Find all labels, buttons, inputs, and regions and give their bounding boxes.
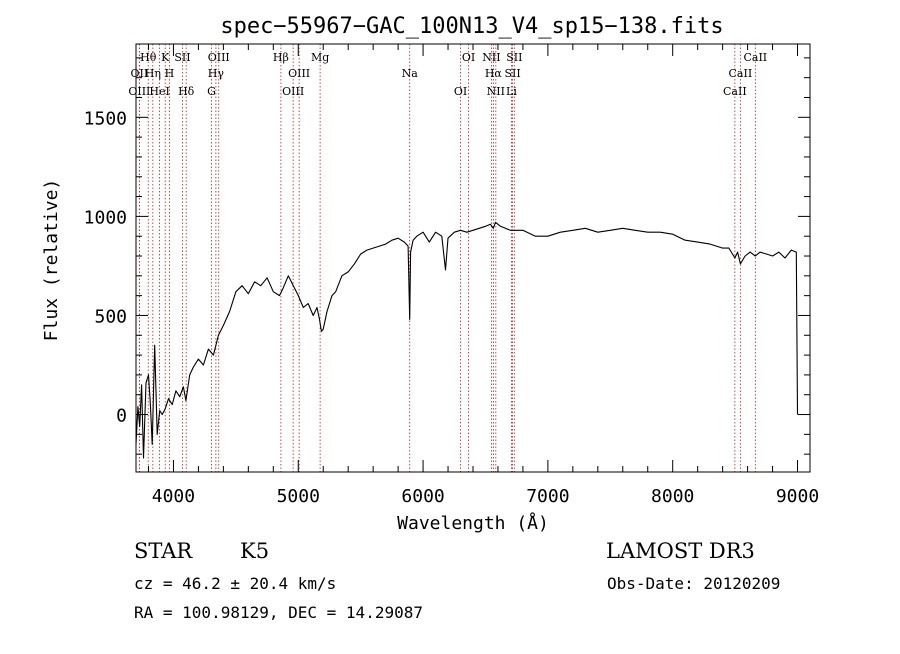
- redshift-velocity: cz = 46.2 ± 20.4 km/s: [134, 574, 337, 593]
- y-axis: 0 500 1000 1500: [84, 57, 810, 455]
- line-marker-label: SII: [504, 67, 520, 80]
- line-marker-label: CaII: [729, 67, 753, 80]
- y-axis-label: Flux (relative): [41, 179, 62, 342]
- line-marker-label: OIII: [288, 67, 310, 80]
- line-marker-label: Hθ: [140, 51, 157, 64]
- y-tick-label: 500: [94, 306, 127, 327]
- line-marker-label: OIII: [282, 85, 304, 98]
- survey-name: LAMOST DR3: [606, 539, 755, 563]
- line-marker-label: Hβ: [273, 51, 289, 64]
- line-marker-label: CaII: [723, 85, 747, 98]
- line-marker-label: NII: [487, 85, 505, 98]
- observation-date: Obs-Date: 20120209: [607, 574, 781, 593]
- line-marker-label: SII: [506, 51, 522, 64]
- flux-series-line: [135, 221, 799, 459]
- x-tick-label: 8000: [651, 486, 694, 507]
- line-marker-label: Mg: [311, 51, 329, 64]
- coordinates: RA = 100.98129, DEC = 14.29087: [134, 603, 423, 622]
- y-tick-label: 0: [116, 406, 127, 427]
- line-marker-label: Hη: [145, 67, 161, 80]
- line-marker-label: Hα: [485, 67, 503, 80]
- line-marker-label: OI: [462, 51, 475, 64]
- x-tick-label: 5000: [277, 486, 320, 507]
- line-marker-label: G: [207, 85, 216, 98]
- x-axis: 4000 5000 6000 7000 8000 9000: [147, 44, 819, 507]
- x-tick-label: 6000: [401, 486, 444, 507]
- line-marker-label: K: [161, 51, 170, 64]
- line-marker-label: HeI: [149, 85, 169, 98]
- line-marker-label: H: [165, 67, 175, 80]
- plot-frame: [135, 43, 811, 473]
- line-markers: [138, 44, 756, 472]
- x-tick-label: 7000: [526, 486, 569, 507]
- object-class: STAR: [134, 539, 193, 563]
- y-tick-label: 1000: [84, 207, 127, 228]
- line-marker-label: SII: [174, 51, 190, 64]
- x-tick-label: 4000: [152, 486, 195, 507]
- x-tick-label: 9000: [776, 486, 819, 507]
- line-marker-label: Na: [402, 67, 419, 80]
- line-marker-label: OII: [131, 67, 149, 80]
- line-marker-label: OI: [454, 85, 467, 98]
- chart-title: spec−55967−GAC_100N13_V4_sp15−138.fits: [220, 14, 723, 39]
- object-subclass: K5: [240, 539, 270, 563]
- line-marker-labels: HθOIIOIIIKHηHeISIIHHδOIIIHγGHβOIIIOIIIMg…: [128, 51, 767, 98]
- line-marker-label: NII: [482, 51, 500, 64]
- x-axis-label: Wavelength (Å): [397, 512, 549, 534]
- line-marker-label: OIII: [128, 85, 150, 98]
- line-marker-label: Hγ: [208, 67, 225, 80]
- line-marker-label: Li: [506, 85, 517, 98]
- line-marker-label: CaII: [743, 51, 767, 64]
- y-tick-label: 1500: [84, 108, 127, 129]
- line-marker-label: OIII: [208, 51, 230, 64]
- line-marker-label: Hδ: [178, 85, 195, 98]
